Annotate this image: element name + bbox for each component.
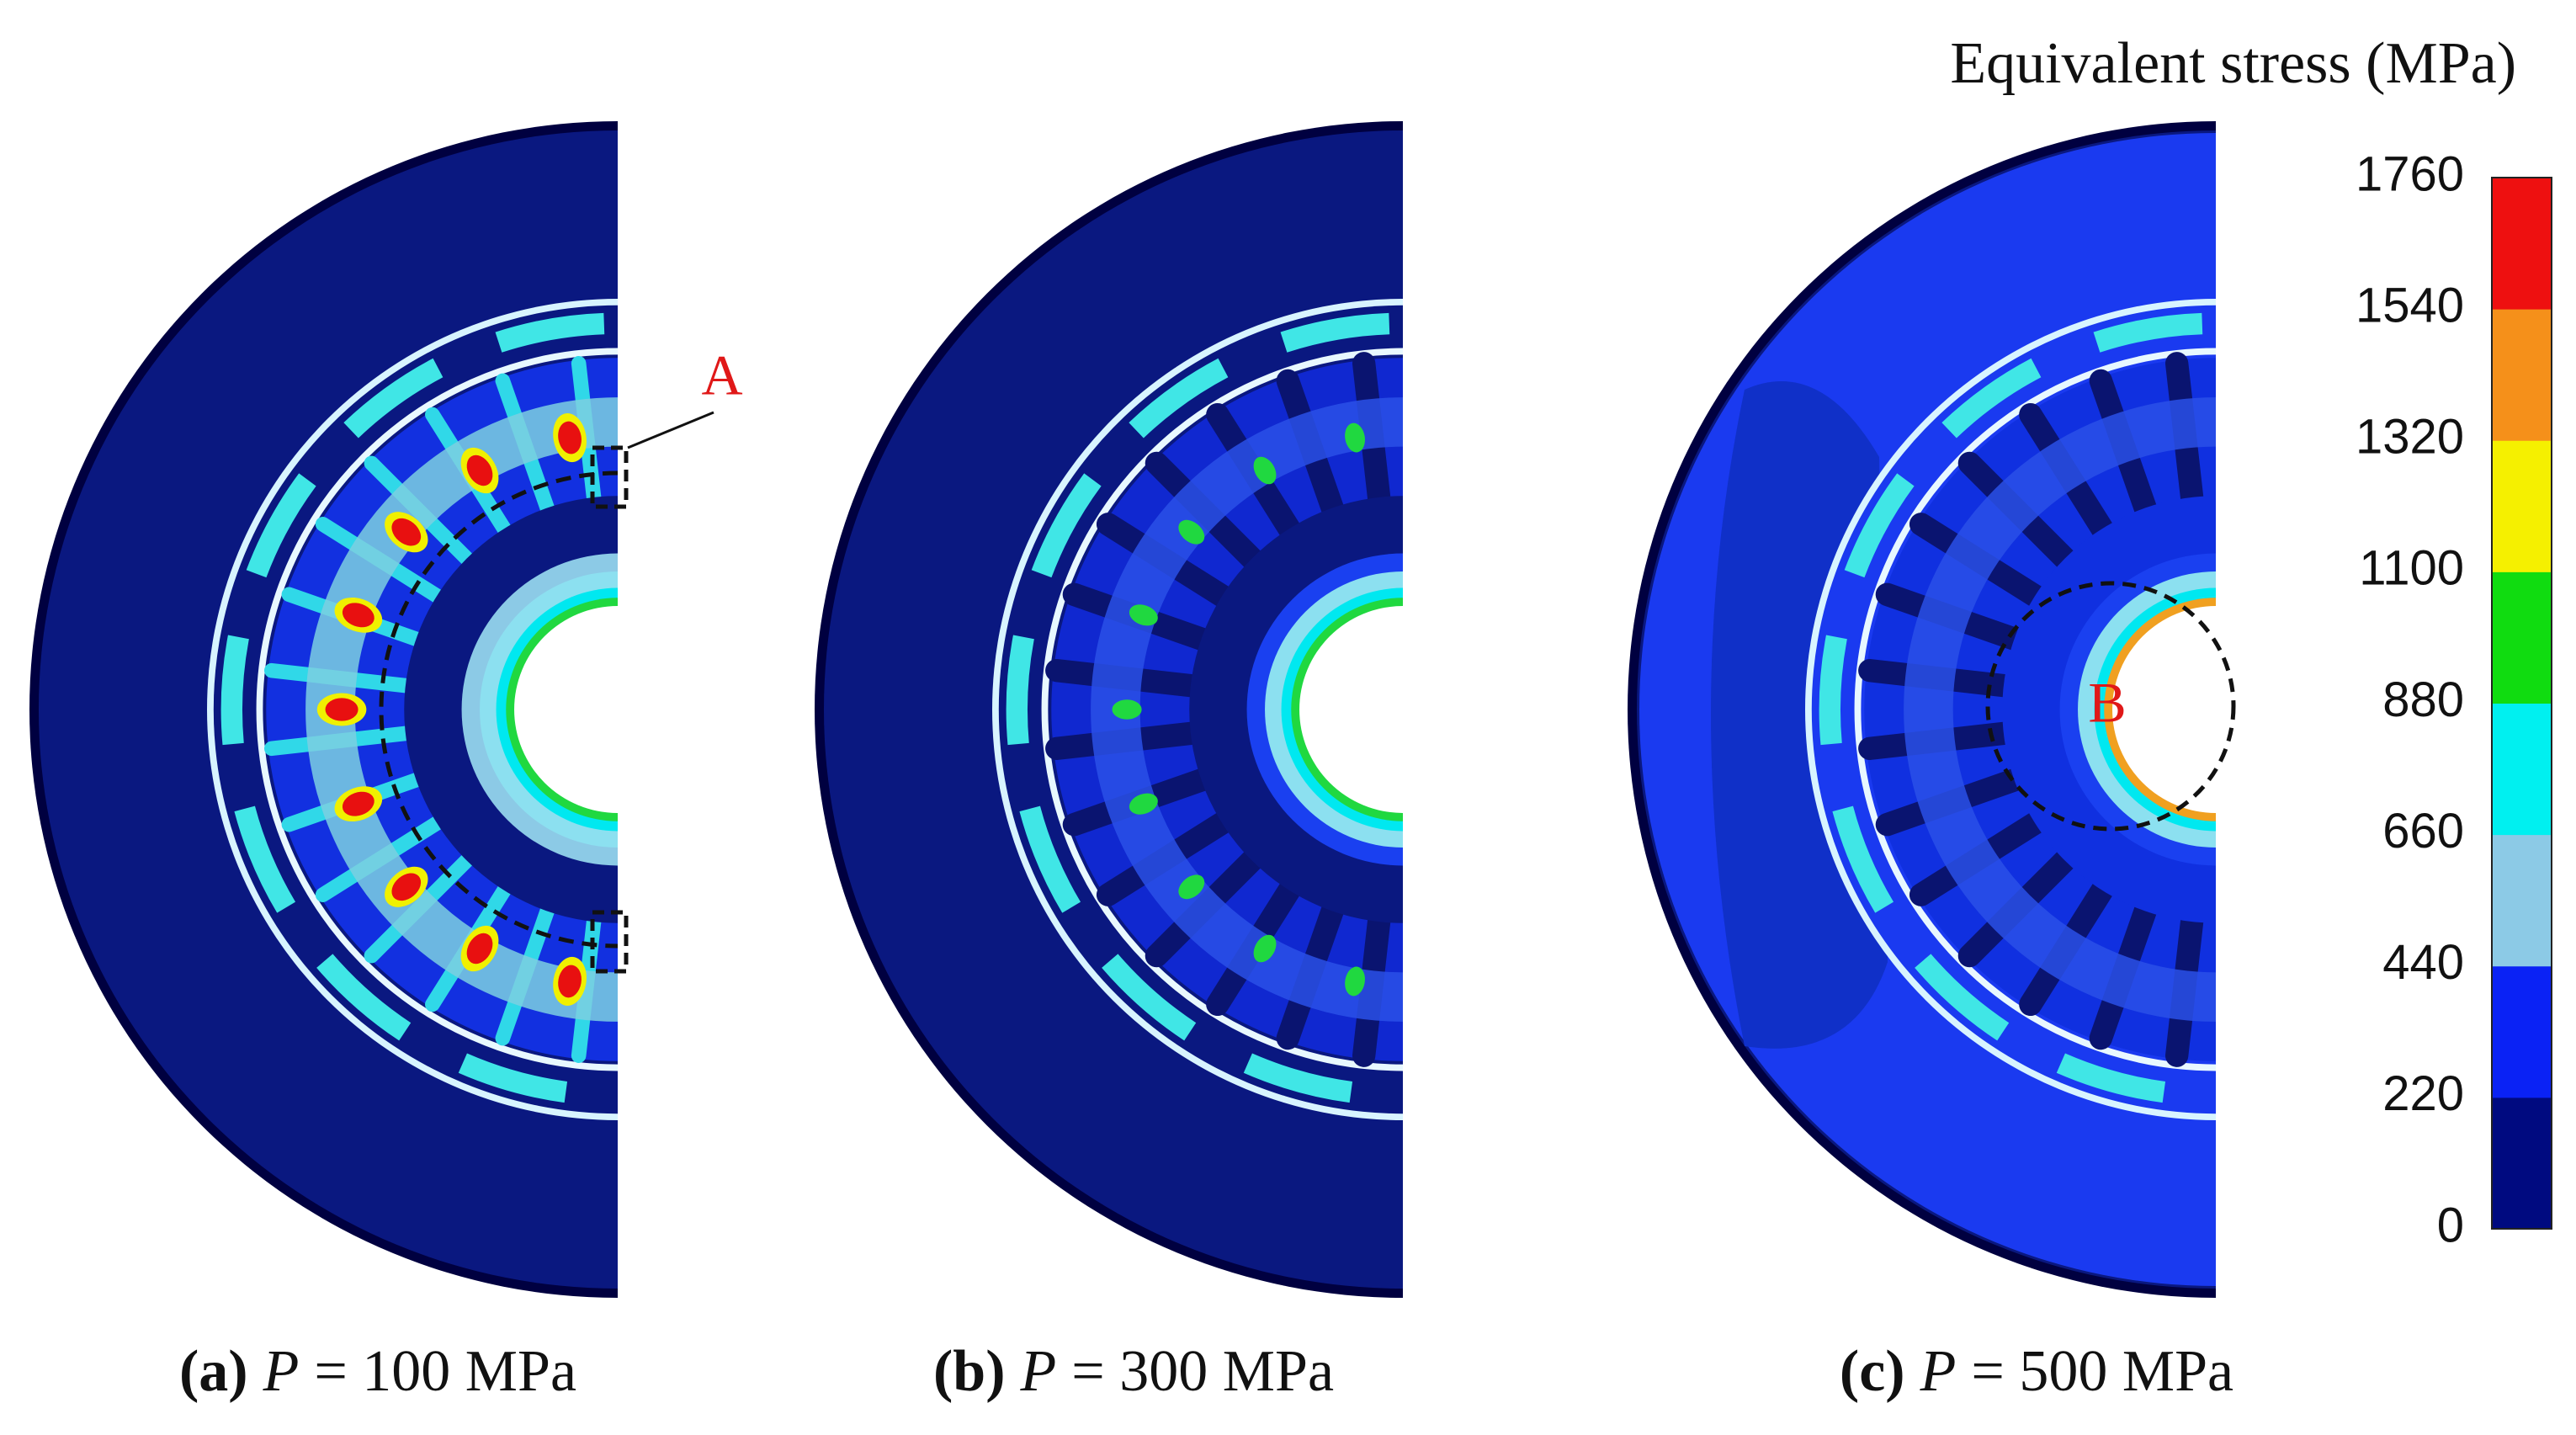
panel-caption: (c) P = 500 MPa [1840, 1339, 2233, 1404]
hotspot [1345, 423, 1365, 453]
hotspot [1345, 966, 1365, 997]
hotspot [1112, 699, 1142, 720]
marker-label: A [701, 343, 742, 407]
panel-caption: (a) P = 100 MPa [179, 1339, 576, 1404]
hotspot [1253, 456, 1277, 485]
legend-label: 1540 [2356, 278, 2464, 332]
inner-band [1904, 397, 2216, 1022]
caption-value: = 500 MPa [1971, 1339, 2233, 1404]
hotspot [325, 698, 359, 721]
legend-label: 220 [2382, 1066, 2464, 1121]
hotspot [1178, 519, 1205, 545]
legend-band [2492, 309, 2552, 441]
panel-caption: (b) P = 300 MPa [933, 1339, 1334, 1404]
stress-panel [815, 121, 1403, 1298]
tooth-ring [1006, 312, 1403, 1107]
legend-label: 1760 [2356, 146, 2464, 201]
gap-ring [256, 348, 618, 1071]
legend-label: 0 [2437, 1198, 2464, 1252]
caption-variable: P [1920, 1339, 1957, 1404]
caption-tag: (b) [933, 1339, 1006, 1404]
hotspot [466, 454, 493, 486]
legend-title: Equivalent stress (MPa) [1950, 31, 2516, 96]
legend-band [2492, 834, 2552, 967]
hotspot [342, 791, 374, 816]
legend-band [2492, 571, 2552, 704]
caption-value: = 100 MPa [314, 1339, 576, 1404]
legend-band [2492, 178, 2552, 310]
hotspot [558, 421, 582, 454]
bore [2112, 606, 2216, 813]
tooth-ring [1819, 312, 2216, 1107]
hotspot [466, 933, 493, 965]
hotspot [391, 518, 422, 546]
marker-circle [1985, 581, 2236, 832]
legend-band [2492, 965, 2552, 1098]
legend-label: 1100 [2359, 541, 2464, 596]
hotspot [1178, 874, 1205, 900]
stress-panel [29, 121, 618, 1298]
hotspot [1253, 934, 1277, 963]
legend-label: 1320 [2356, 410, 2464, 465]
leader-line [627, 411, 714, 449]
hotspot [391, 873, 422, 901]
legend-frame [2491, 177, 2552, 1230]
marker-arc [379, 470, 619, 949]
bore [514, 606, 618, 813]
caption-tag: (c) [1840, 1339, 1905, 1404]
legend-band [2492, 1097, 2552, 1230]
legend-label: 660 [2382, 804, 2464, 858]
legend-band [2492, 440, 2552, 572]
marker-box [590, 910, 629, 974]
hotspot [1129, 793, 1158, 815]
tooth-ring [220, 312, 618, 1107]
hotspot [558, 965, 582, 998]
hotspot [342, 603, 374, 628]
legend-label: 440 [2382, 935, 2464, 990]
legend-label: 880 [2382, 672, 2464, 727]
marker-box [590, 445, 629, 509]
hotspot [1129, 604, 1158, 626]
caption-variable: P [263, 1339, 300, 1404]
gap-ring [1854, 348, 2216, 1071]
caption-value: = 300 MPa [1071, 1339, 1334, 1404]
caption-variable: P [1020, 1339, 1057, 1404]
marker-label: B [2088, 671, 2126, 735]
legend-band [2492, 703, 2552, 836]
gap-ring [1041, 348, 1403, 1071]
caption-tag: (a) [179, 1339, 248, 1404]
bore [1299, 606, 1403, 813]
